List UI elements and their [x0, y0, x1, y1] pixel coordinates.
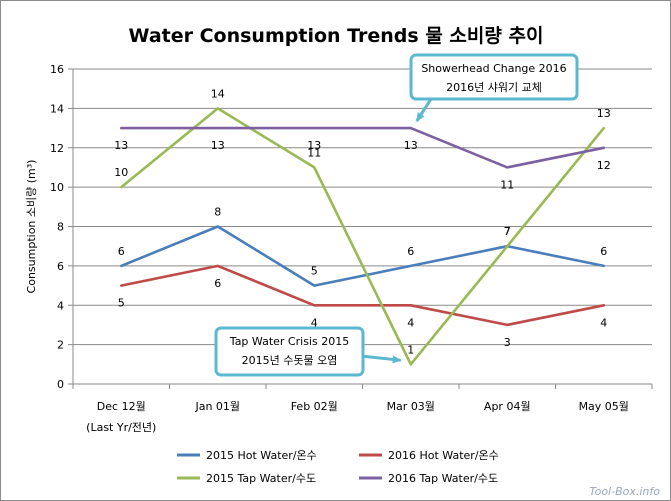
- callout-text: Tap Water Crisis 2015: [229, 335, 349, 348]
- data-label: 4: [407, 316, 414, 329]
- data-label: 14: [211, 87, 225, 100]
- data-label: 10: [114, 166, 128, 179]
- legend-entry: 2016 Hot Water/온수: [388, 449, 499, 462]
- series-line: [120, 107, 606, 366]
- data-label: 6: [407, 245, 414, 258]
- y-tick-label: 4: [57, 299, 64, 312]
- callout-text: Showerhead Change 2016: [421, 62, 566, 75]
- x-tick-label: May 05월: [579, 400, 629, 413]
- data-label: 11: [500, 178, 514, 191]
- y-tick-label: 8: [57, 221, 64, 234]
- series-line: [120, 126, 606, 169]
- data-label: 7: [504, 225, 511, 238]
- data-label: 7: [504, 225, 511, 238]
- data-label: 13: [114, 139, 128, 152]
- y-tick-label: 6: [57, 260, 64, 273]
- series-line: [120, 264, 606, 327]
- y-tick-label: 2: [57, 339, 64, 352]
- data-label: 5: [118, 297, 125, 310]
- data-label: 4: [600, 316, 607, 329]
- series-line: [120, 225, 606, 287]
- y-tick-label: 16: [50, 63, 64, 76]
- callout-arrow: [362, 354, 402, 364]
- y-tick-label: 12: [50, 142, 64, 155]
- callout-arrow: [415, 98, 433, 122]
- callout-box: [214, 326, 365, 377]
- watermark: Tool-Box.info: [589, 485, 660, 498]
- x-tick-label: (Last Yr/전년): [86, 421, 156, 434]
- callout-text: 2016년 샤워기 교체: [446, 81, 542, 94]
- data-label: 12: [597, 159, 611, 172]
- data-label: 4: [311, 316, 318, 329]
- callout-text: 2015년 수돗물 오염: [242, 354, 338, 367]
- data-label: 13: [307, 139, 321, 152]
- x-tick-label: Feb 02월: [291, 400, 338, 413]
- x-tick-label: Jan 01월: [194, 400, 240, 413]
- data-label: 8: [214, 206, 221, 219]
- x-tick-label: Mar 03월: [387, 400, 435, 413]
- y-tick-label: 14: [50, 102, 64, 115]
- data-label: 3: [504, 336, 511, 349]
- data-label: 6: [600, 245, 607, 258]
- x-tick-label: Dec 12월: [97, 400, 146, 413]
- y-tick-label: 10: [50, 181, 64, 194]
- callout-box: [409, 53, 579, 101]
- data-label: 11: [307, 146, 321, 159]
- chart-title: Water Consumption Trends 물 소비량 추이: [129, 25, 544, 47]
- x-tick-label: Apr 04월: [484, 400, 531, 413]
- data-label: 13: [597, 107, 611, 120]
- data-label: 1: [407, 343, 414, 356]
- y-tick-label: 0: [57, 378, 64, 391]
- data-label: 13: [404, 139, 418, 152]
- legend-entry: 2015 Hot Water/온수: [206, 449, 317, 462]
- legend-entry: 2015 Tap Water/수도: [206, 472, 316, 485]
- data-label: 5: [311, 265, 318, 278]
- data-label: 6: [118, 245, 125, 258]
- y-axis-title: Consumption 소비량 (m³): [25, 160, 38, 294]
- data-label: 13: [211, 139, 225, 152]
- legend-entry: 2016 Tap Water/수도: [388, 472, 498, 485]
- data-label: 6: [214, 277, 221, 290]
